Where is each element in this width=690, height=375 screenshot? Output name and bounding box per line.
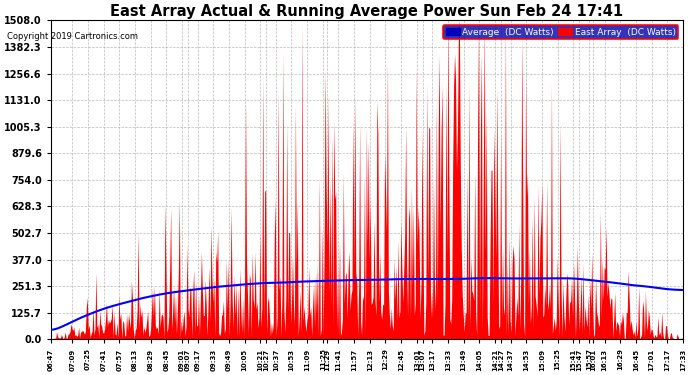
Title: East Array Actual & Running Average Power Sun Feb 24 17:41: East Array Actual & Running Average Powe… (110, 4, 623, 19)
Text: Copyright 2019 Cartronics.com: Copyright 2019 Cartronics.com (7, 32, 138, 41)
Legend: Average  (DC Watts), East Array  (DC Watts): Average (DC Watts), East Array (DC Watts… (443, 25, 678, 39)
